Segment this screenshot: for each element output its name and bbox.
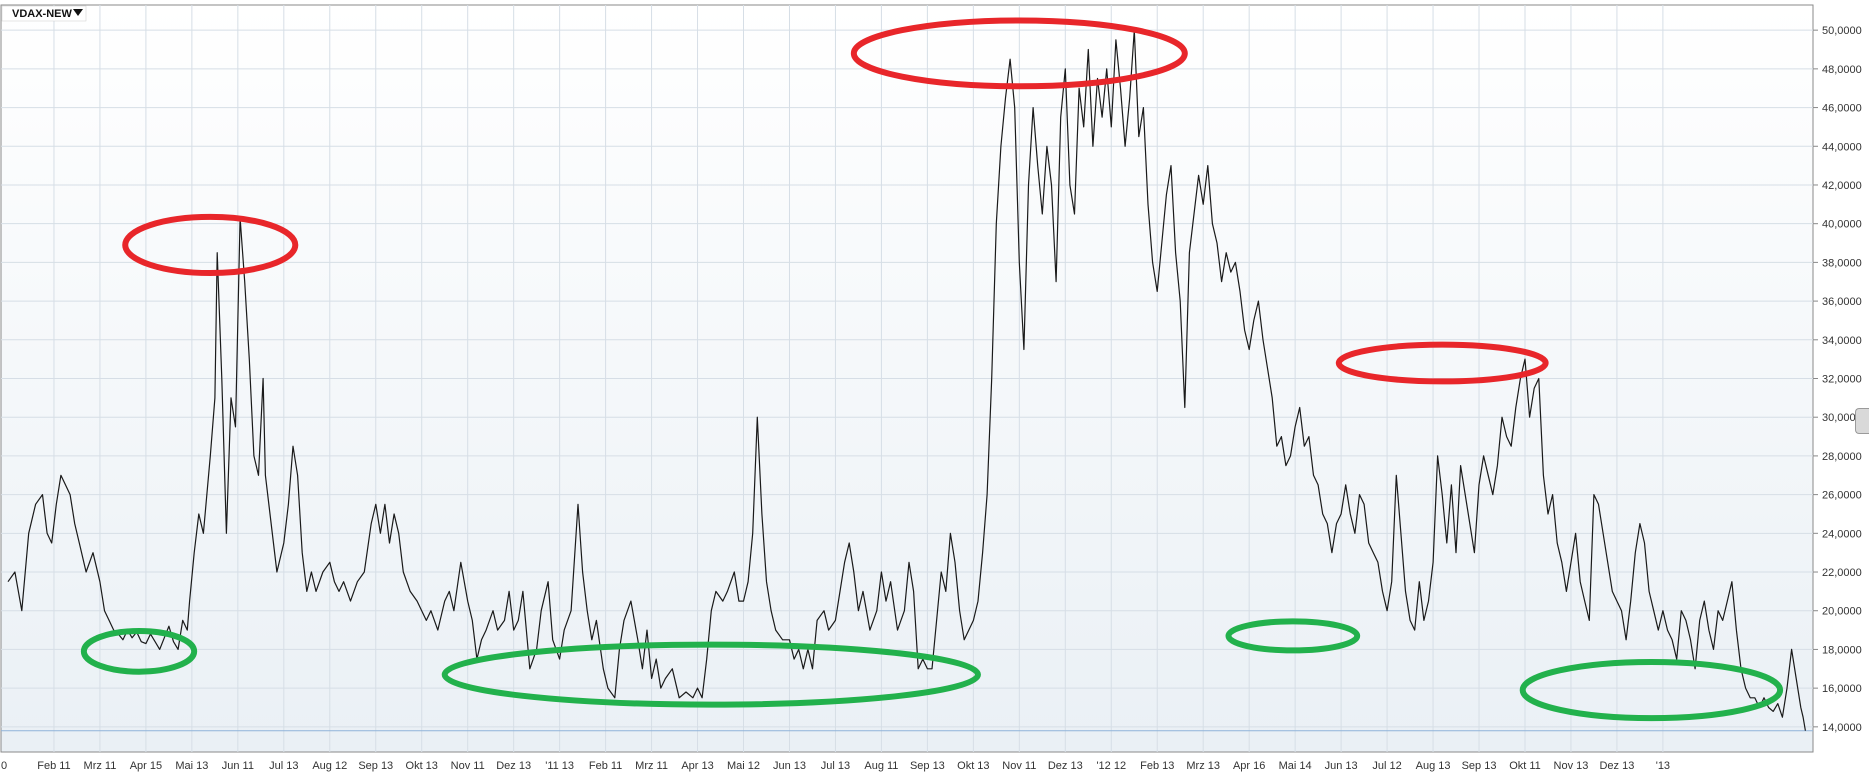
x-tick-label: Nov 11	[1002, 760, 1036, 772]
y-tick-label: 42,0000	[1822, 180, 1862, 192]
y-tick-label: 44,0000	[1822, 141, 1862, 153]
x-tick-label: Jul 13	[821, 760, 850, 772]
y-tick-label: 38,0000	[1822, 257, 1862, 269]
y-tick-label: 24,0000	[1822, 528, 1862, 540]
x-tick-label: Mai 13	[175, 760, 208, 772]
chart-title: VDAX-NEW	[12, 8, 73, 20]
x-tick-label: Sep 13	[358, 760, 393, 772]
green-trough-ellipse	[1519, 659, 1784, 722]
x-tick-label: Okt 11	[1509, 760, 1541, 772]
x-tick-label: Aug 13	[1416, 760, 1451, 772]
x-tick-label: Apr 16	[1233, 760, 1265, 772]
green-trough-ellipse	[1225, 618, 1361, 654]
series-layer	[7, 29, 1806, 731]
x-tick-label: Sep 13	[1462, 760, 1497, 772]
y-tick-label: 30,0000	[1822, 412, 1862, 424]
x-tick-label: Jun 13	[1325, 760, 1358, 772]
x-tick-label: Nov 13	[1554, 760, 1589, 772]
x-tick-label: Jun 13	[773, 760, 806, 772]
annotation-layer	[80, 17, 1784, 722]
x-tick-label: Okt 13	[406, 760, 438, 772]
red-peak-ellipse	[850, 17, 1188, 90]
x-tick-label: Jul 13	[269, 760, 298, 772]
red-peak-ellipse	[122, 213, 299, 277]
y-tick-label: 48,0000	[1822, 64, 1862, 76]
x-tick-label: Mrz 13	[1186, 760, 1220, 772]
y-tick-label: 20,0000	[1822, 606, 1862, 618]
x-tick-label: Jul 12	[1372, 760, 1401, 772]
x-tick-label: Apr 13	[681, 760, 713, 772]
y-tick-label: 16,0000	[1822, 683, 1862, 695]
y-tick-label: 40,0000	[1822, 219, 1862, 231]
series-line	[7, 29, 1806, 731]
x-tick-label: Apr 15	[130, 760, 162, 772]
y-tick-label: 22,0000	[1822, 567, 1862, 579]
x-tick-label: '11 13	[545, 760, 574, 772]
x-tick-label: Sep 13	[910, 760, 945, 772]
x-tick-label: Dez 13	[496, 760, 531, 772]
y-tick-label: 32,0000	[1822, 374, 1862, 386]
y-tick-label: 50,0000	[1822, 25, 1862, 37]
x-tick-label: '12 12	[1096, 760, 1126, 772]
scroll-handle[interactable]	[1855, 408, 1869, 434]
y-tick-label: 26,0000	[1822, 490, 1862, 502]
y-tick-label: 34,0000	[1822, 335, 1862, 347]
x-tick-label: Feb 11	[37, 760, 70, 772]
x-tick-label: Dez 13	[1599, 760, 1634, 772]
green-trough-ellipse	[441, 641, 981, 708]
x-tick-label: Aug 12	[312, 760, 347, 772]
x-tick-label: Mrz 11	[635, 760, 668, 772]
x-tick-label: 0	[1, 760, 7, 772]
y-tick-label: 14,0000	[1822, 722, 1862, 734]
x-tick-label: Mrz 11	[84, 760, 117, 772]
y-tick-label: 28,0000	[1822, 451, 1862, 463]
x-tick-label: Feb 11	[589, 760, 622, 772]
x-tick-label: Nov 11	[451, 760, 485, 772]
chart-title-group[interactable]: VDAX-NEW	[1, 5, 87, 22]
y-tick-label: 18,0000	[1822, 644, 1862, 656]
x-tick-label: Mai 12	[727, 760, 760, 772]
x-axis: 0 Feb 11 Mrz 11 Apr 15 Mai 13 Jun 11 Jul 13 Aug…	[1, 760, 1670, 772]
x-tick-label: Dez 13	[1048, 760, 1083, 772]
y-tick-label: 46,0000	[1822, 103, 1862, 115]
dropdown-triangle-icon[interactable]	[73, 9, 83, 16]
red-peak-ellipse	[1335, 341, 1549, 385]
green-trough-ellipse	[80, 628, 198, 675]
x-tick-label: Aug 11	[864, 760, 898, 772]
x-tick-label: Mai 14	[1279, 760, 1312, 772]
x-tick-label: Okt 13	[957, 760, 989, 772]
x-tick-label: Jun 11	[222, 760, 254, 772]
x-tick-label: '13	[1656, 760, 1670, 772]
y-axis: 14,0000 16,0000 18,0000 20,0000 22,0000 24,00…	[1813, 25, 1862, 734]
y-tick-label: 36,0000	[1822, 296, 1862, 308]
x-tick-label: Feb 13	[1140, 760, 1174, 772]
